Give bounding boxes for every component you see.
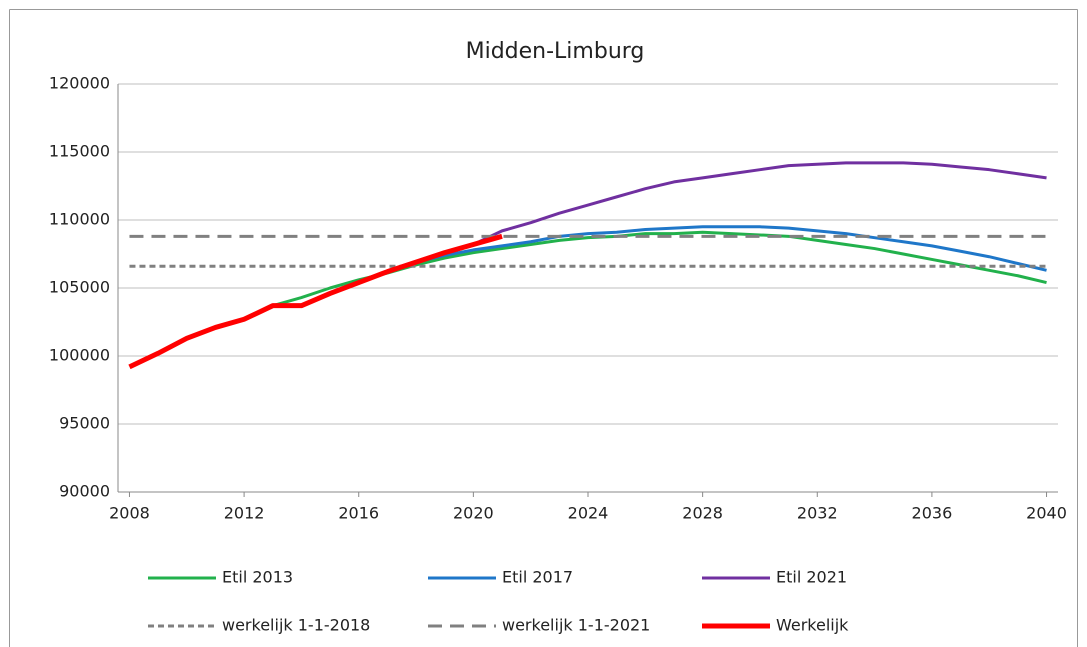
x-tick-label: 2036 [912,504,953,523]
y-tick-label: 105000 [49,278,110,297]
legend-label: Etil 2017 [502,568,573,587]
x-tick-label: 2012 [224,504,265,523]
chart-title: Midden-Limburg [466,39,645,64]
legend-label: werkelijk 1-1-2021 [502,616,650,635]
y-tick-label: 90000 [59,482,110,501]
x-tick-label: 2016 [338,504,379,523]
legend-label: werkelijk 1-1-2018 [222,616,370,635]
legend-label: Etil 2013 [222,568,293,587]
y-tick-label: 120000 [49,74,110,93]
legend-label: Etil 2021 [776,568,847,587]
x-tick-label: 2028 [682,504,723,523]
legend-label: Werkelijk [776,616,849,635]
x-tick-label: 2024 [568,504,609,523]
series-line [386,225,1047,274]
x-tick-label: 2040 [1026,504,1067,523]
series-line [128,233,503,370]
y-tick-label: 100000 [49,346,110,365]
x-tick-label: 2020 [453,504,494,523]
y-tick-label: 115000 [49,142,110,161]
y-tick-label: 110000 [49,210,110,229]
y-tick-label: 95000 [59,414,110,433]
x-tick-label: 2008 [109,504,150,523]
x-tick-label: 2032 [797,504,838,523]
series-line [472,161,1047,246]
